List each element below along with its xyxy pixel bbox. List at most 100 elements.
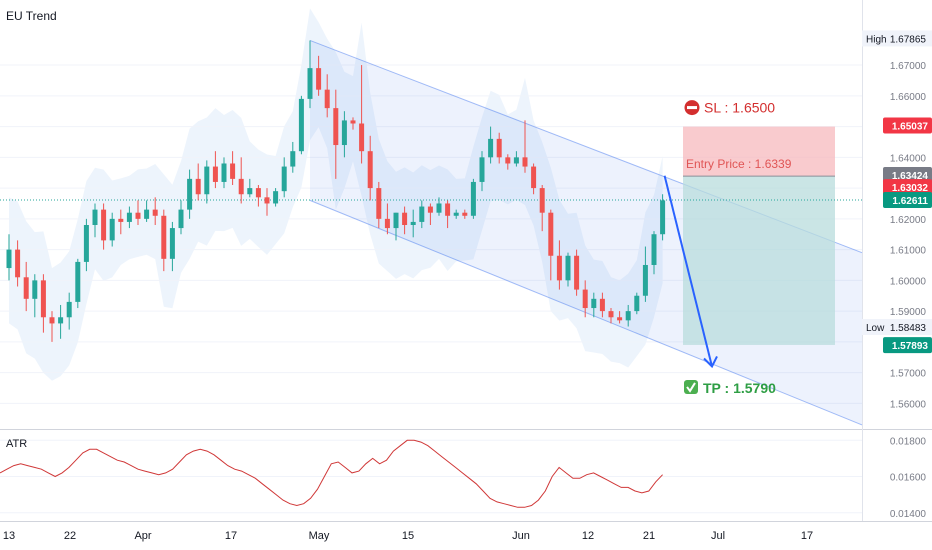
- price-label: 1.62611: [892, 196, 928, 207]
- candle: [651, 231, 657, 275]
- candle-body: [221, 163, 227, 182]
- candle: [367, 135, 373, 201]
- candle: [384, 203, 390, 235]
- arrow-shaft: [663, 175, 713, 367]
- candle: [32, 274, 38, 318]
- candle-body: [496, 138, 502, 158]
- candle: [118, 209, 124, 235]
- candle-body: [384, 218, 390, 229]
- atr-tick: 0.01800: [890, 436, 927, 447]
- candle-body: [273, 191, 279, 204]
- candle-body: [135, 212, 141, 219]
- price-label-bg: [883, 192, 932, 209]
- candle: [505, 154, 511, 170]
- candle-body: [660, 200, 666, 235]
- candle: [556, 240, 562, 290]
- candle-body: [152, 209, 158, 216]
- price-tick: 1.61000: [890, 246, 927, 257]
- time-tick: Jun: [512, 530, 530, 542]
- price-label-bg: [883, 179, 932, 196]
- candle-body: [324, 89, 330, 109]
- candle: [522, 120, 528, 173]
- price-tick: 1.62000: [890, 215, 927, 226]
- candle: [642, 246, 648, 302]
- candle: [307, 40, 313, 109]
- high-label: High: [866, 34, 887, 45]
- candle: [350, 117, 356, 130]
- candle: [230, 151, 236, 186]
- candle: [453, 209, 459, 219]
- candle-body: [178, 209, 184, 229]
- candle: [15, 240, 21, 287]
- candle-body: [161, 215, 167, 259]
- candle: [634, 292, 640, 315]
- candle: [531, 163, 537, 195]
- candle: [195, 163, 201, 201]
- atr-title: ATR: [6, 438, 28, 450]
- candle-body: [436, 203, 442, 213]
- candle: [333, 89, 339, 179]
- take-profit-zone: [683, 176, 835, 345]
- candle: [66, 292, 72, 330]
- candle: [58, 304, 64, 339]
- price-tick: 1.66000: [890, 92, 927, 103]
- candle-body: [6, 249, 12, 269]
- candle: [75, 258, 81, 309]
- candle: [341, 111, 347, 158]
- candle-body: [470, 181, 476, 216]
- candle-body: [101, 209, 107, 241]
- candle-body: [109, 218, 115, 241]
- candle-body: [556, 255, 562, 281]
- candle: [187, 169, 193, 219]
- price-axis: 1.670001.660001.650001.640001.630001.620…: [890, 61, 927, 410]
- candle-body: [402, 212, 408, 225]
- candle-body: [617, 317, 623, 321]
- candle: [513, 151, 519, 167]
- candle-body: [15, 249, 21, 278]
- candle-body: [565, 255, 571, 281]
- price-tick: 1.59000: [890, 307, 927, 318]
- candle-body: [419, 206, 425, 222]
- price-tick: 1.64000: [890, 153, 927, 164]
- candle-body: [634, 295, 640, 312]
- candle: [591, 292, 597, 318]
- candle-body: [410, 221, 416, 225]
- candle-body: [599, 298, 605, 312]
- candle-body: [513, 157, 519, 164]
- candle-body: [144, 209, 150, 219]
- candle: [316, 55, 322, 96]
- price-label: 1.65037: [892, 121, 929, 132]
- candle-body: [453, 212, 459, 216]
- candle-body: [187, 178, 193, 210]
- candle-body: [195, 178, 201, 195]
- candle: [101, 203, 107, 250]
- candle: [496, 132, 502, 164]
- candle-body: [625, 311, 631, 321]
- candle: [462, 209, 468, 219]
- projection-arrow: [663, 175, 718, 369]
- candle: [169, 221, 175, 272]
- atr-tick: 0.01600: [890, 473, 927, 484]
- candle: [212, 151, 218, 189]
- candle: [204, 160, 210, 204]
- candle: [625, 304, 631, 327]
- cloud-band: [9, 8, 663, 381]
- candle: [539, 185, 545, 232]
- price-label: 1.63032: [892, 183, 929, 194]
- candle-body: [118, 218, 124, 222]
- candle: [324, 74, 330, 118]
- candle: [608, 308, 614, 324]
- candle: [660, 194, 666, 241]
- candle-body: [539, 188, 545, 213]
- atr-line: [0, 439, 663, 508]
- time-tick: 13: [3, 530, 15, 542]
- candle-body: [522, 157, 528, 167]
- candle: [83, 218, 89, 272]
- candle-body: [83, 225, 89, 262]
- candle: [264, 188, 270, 216]
- candle: [582, 280, 588, 318]
- candle: [126, 206, 132, 229]
- candle: [359, 65, 365, 164]
